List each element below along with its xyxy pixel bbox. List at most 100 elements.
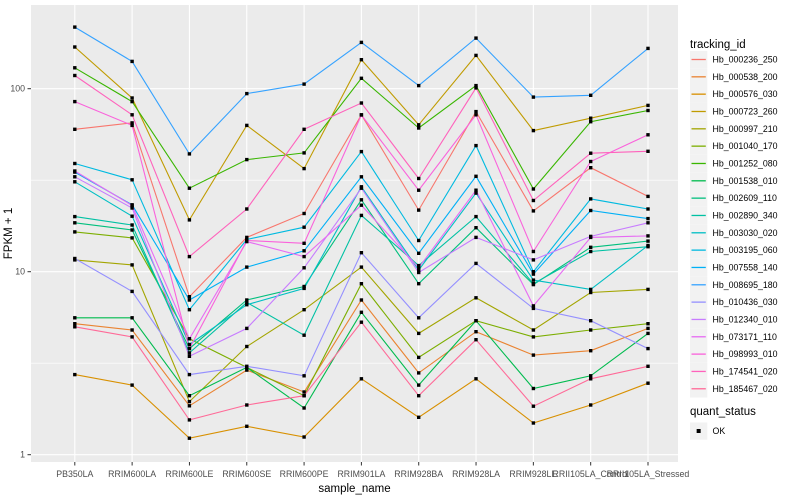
data-point [73,316,77,320]
data-point [73,45,77,49]
legend-item-label: Hb_073171_110 [713,332,778,342]
data-point [302,127,306,131]
data-point [302,225,306,229]
legend-item-label: Hb_007558_140 [713,262,778,272]
data-point [73,325,77,329]
data-point [359,101,364,105]
data-point [73,230,77,234]
x-tick-label: RRIM600LE [165,469,213,479]
data-point [359,310,364,314]
data-point [245,364,249,368]
data-point [359,265,364,269]
data-point [417,176,421,181]
data-point [302,406,306,410]
data-point [359,58,364,62]
data-point [187,399,192,404]
data-point [302,151,306,155]
data-point [417,208,421,212]
data-point [417,371,421,375]
data-point [73,73,77,78]
legend-item-label: Hb_000236_250 [713,55,778,65]
data-point [187,218,192,222]
data-point [130,96,134,100]
data-point [417,123,421,127]
data-point [474,261,478,266]
data-point [646,381,650,385]
data-point [73,127,77,131]
data-point [245,157,249,162]
data-point [417,316,421,320]
data-point [130,99,134,104]
data-point [646,239,650,243]
data-point [646,331,650,336]
x-tick-label: RRIM928LE [509,469,557,479]
data-point [187,295,192,299]
data-point [245,123,249,128]
x-tick-label: RRIM928BA [394,469,443,479]
data-point [245,344,249,349]
data-point [302,308,306,312]
data-point [589,245,593,249]
data-point [73,169,77,173]
data-point [646,207,650,211]
legend-item-label: Hb_000997_210 [713,124,778,134]
data-point [359,76,364,80]
legend-item-label: Hb_001538_010 [713,176,778,186]
data-point [589,290,593,295]
data-point [531,278,536,282]
data-point [302,333,306,337]
data-point [589,166,593,170]
x-axis-title: sample_name [318,483,390,495]
data-point [531,95,536,99]
data-point [359,198,364,202]
data-point [417,270,421,275]
data-point [245,235,249,240]
data-point [417,268,421,272]
data-point [73,214,77,219]
data-point [474,188,478,192]
y-tick-label: 10 [15,267,25,277]
data-point [130,228,134,232]
data-point [187,404,192,408]
data-point [359,377,364,381]
data-point [531,404,536,408]
data-point [130,383,134,387]
data-point [474,86,478,90]
data-point [589,328,593,332]
data-point [302,249,306,253]
data-point [531,328,536,332]
data-point [130,335,134,339]
data-point [130,214,134,218]
data-point [130,316,134,320]
data-point [187,186,192,190]
data-point [187,354,192,358]
data-point [417,383,421,387]
data-point [130,59,134,64]
data-point [73,66,77,70]
data-point [245,207,249,211]
data-point [474,319,478,323]
data-point [646,322,650,326]
data-point [187,342,192,347]
data-point [531,270,536,274]
data-point [130,263,134,267]
x-tick-label: RRIM600PE [280,469,329,479]
data-point [589,208,593,213]
data-point [130,121,134,125]
legend-title-quant-status: quant_status [690,406,756,418]
data-point [130,123,134,128]
data-point [359,282,364,286]
data-point [359,149,364,154]
data-point [73,175,77,179]
data-point [302,254,306,259]
data-point [302,435,306,439]
data-point [245,303,249,307]
data-point [474,109,478,114]
data-point [589,159,593,164]
data-point [245,298,249,302]
data-point [646,346,650,351]
data-point [73,372,77,377]
legend-item-label: Hb_098993_010 [713,349,778,359]
data-point [589,120,593,124]
